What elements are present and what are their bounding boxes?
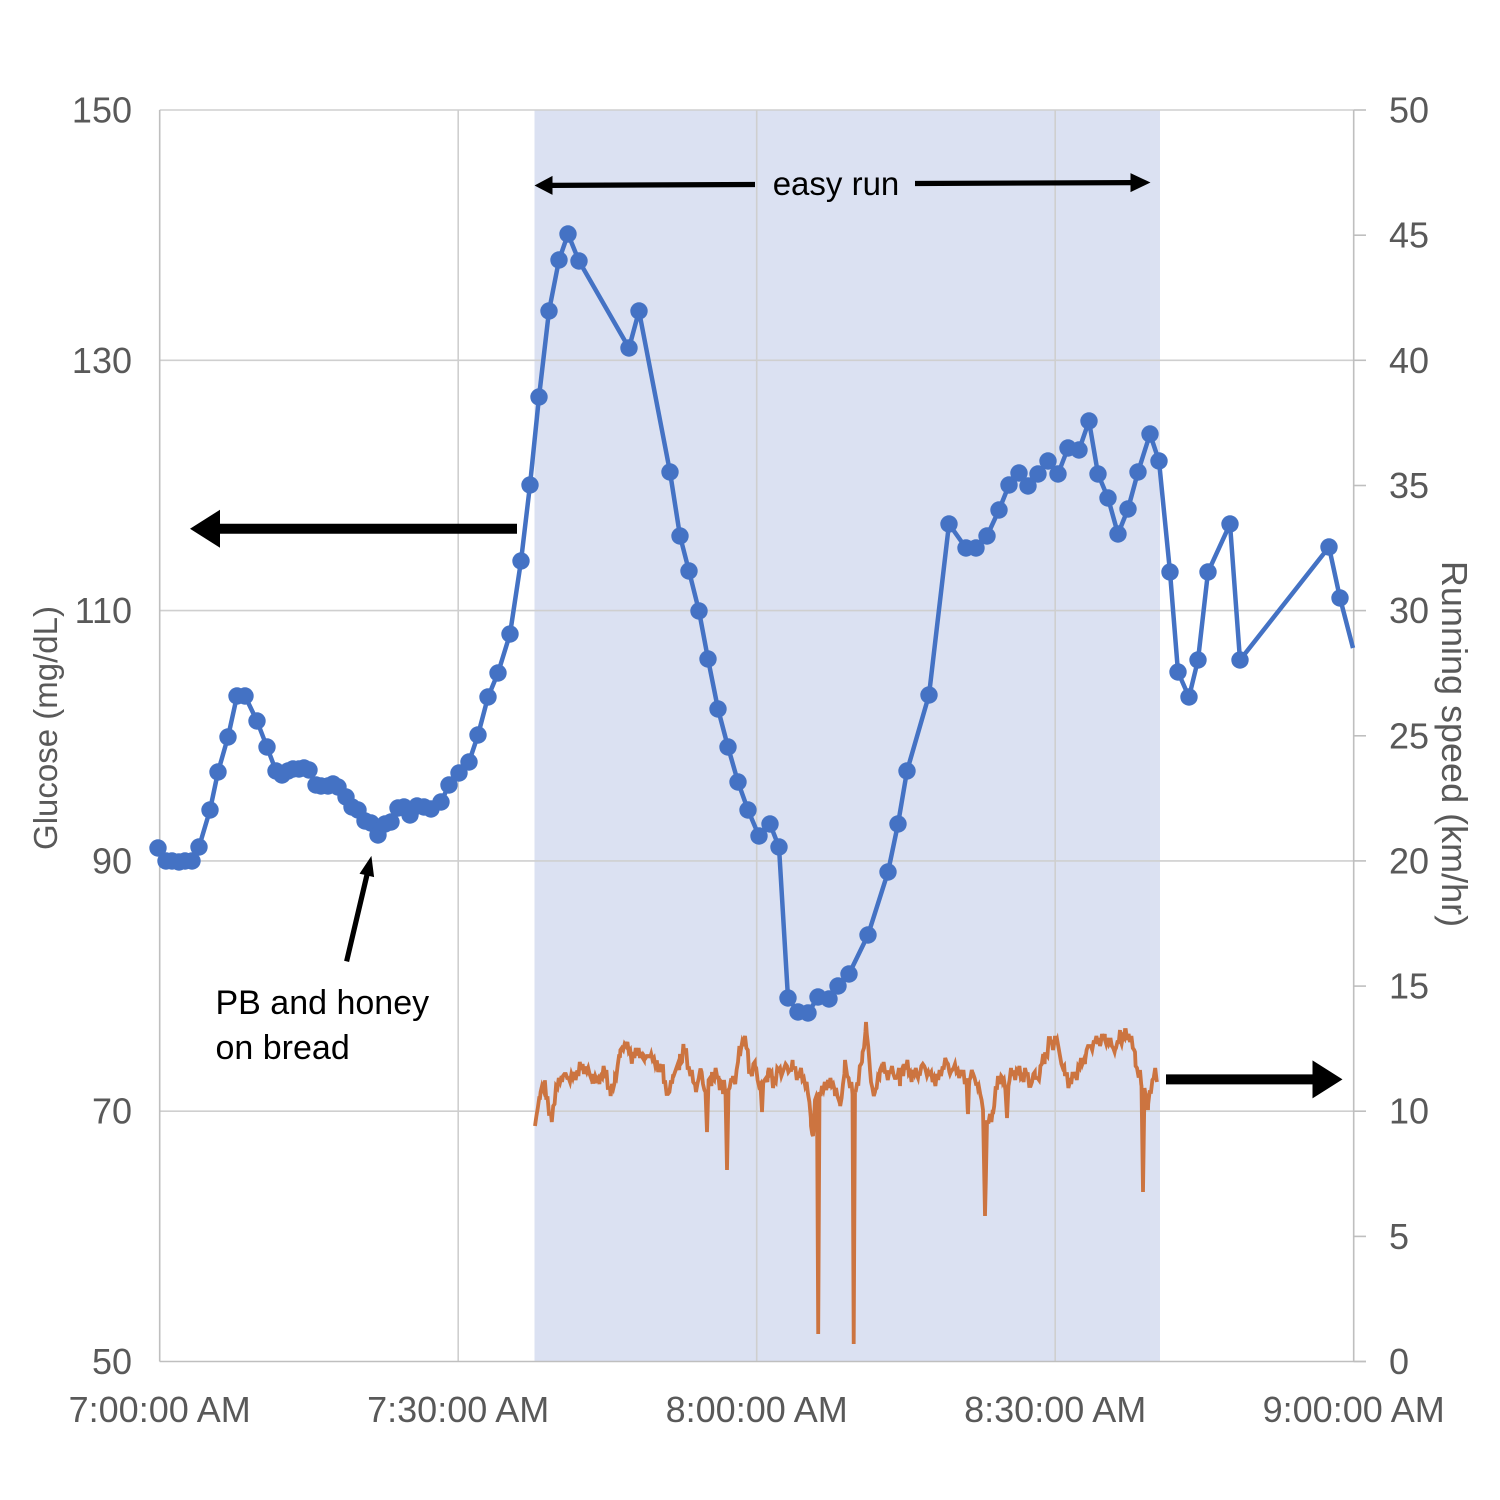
svg-text:5: 5 [1389, 1216, 1409, 1257]
svg-text:50: 50 [92, 1341, 132, 1382]
svg-text:0: 0 [1389, 1341, 1409, 1382]
svg-text:20: 20 [1389, 840, 1429, 881]
svg-text:9:00:00 AM: 9:00:00 AM [1263, 1389, 1445, 1430]
svg-text:40: 40 [1389, 340, 1429, 381]
svg-text:on bread: on bread [216, 1029, 350, 1067]
svg-text:easy run: easy run [773, 165, 900, 202]
svg-text:Glucose (mg/dL): Glucose (mg/dL) [27, 606, 64, 850]
svg-text:110: 110 [75, 590, 132, 631]
svg-text:15: 15 [1389, 966, 1429, 1007]
svg-text:Running speed (km/hr): Running speed (km/hr) [1434, 561, 1475, 927]
svg-text:50: 50 [1389, 90, 1429, 131]
svg-text:8:30:00 AM: 8:30:00 AM [964, 1389, 1146, 1430]
svg-text:30: 30 [1389, 590, 1429, 631]
svg-text:35: 35 [1389, 465, 1429, 506]
svg-text:25: 25 [1389, 715, 1429, 756]
svg-text:8:00:00 AM: 8:00:00 AM [666, 1389, 848, 1430]
svg-text:70: 70 [92, 1091, 132, 1132]
svg-text:7:30:00 AM: 7:30:00 AM [367, 1389, 549, 1430]
svg-text:PB and honey: PB and honey [216, 984, 430, 1022]
svg-text:90: 90 [92, 840, 132, 881]
svg-text:130: 130 [72, 340, 132, 381]
svg-text:45: 45 [1389, 215, 1429, 256]
svg-text:10: 10 [1389, 1091, 1429, 1132]
svg-text:150: 150 [72, 90, 132, 131]
svg-text:7:00:00 AM: 7:00:00 AM [69, 1389, 251, 1430]
